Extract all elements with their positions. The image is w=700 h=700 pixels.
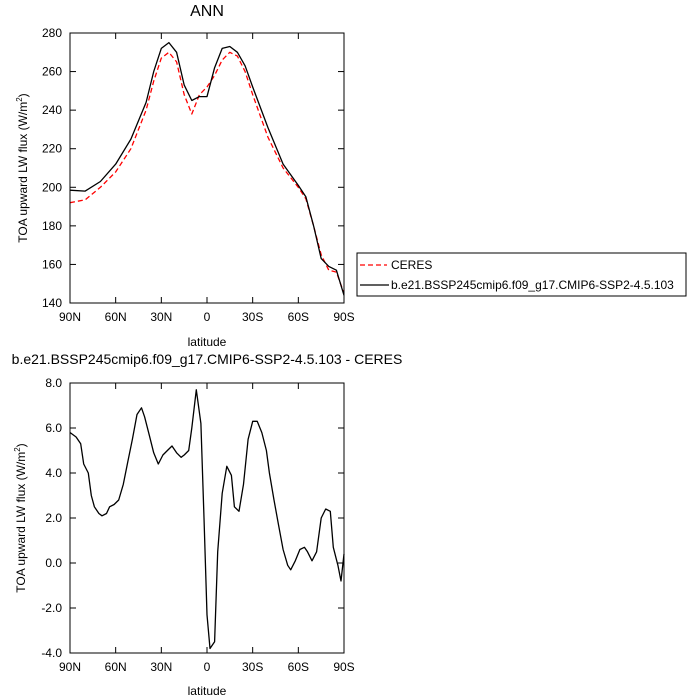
bottom-y-tick-label: -2.0 (41, 601, 62, 615)
bottom-panel-title: b.e21.BSSP245cmip6.f09_g17.CMIP6-SSP2-4.… (12, 351, 403, 367)
top-panel-title: ANN (190, 3, 224, 20)
bottom-x-tick-label: 60S (288, 660, 309, 674)
legend-label-ceres: CERES (391, 258, 432, 272)
bottom-panel: b.e21.BSSP245cmip6.f09_g17.CMIP6-SSP2-4.… (12, 351, 403, 698)
bottom-x-tick-label: 30S (242, 660, 263, 674)
bottom-x-tick-label: 90N (59, 660, 81, 674)
top-series-line-1 (69, 41, 345, 296)
bottom-x-tick-label: 30N (150, 660, 172, 674)
legend-box (356, 252, 687, 297)
top-y-tick-label: 180 (42, 219, 62, 233)
top-x-tick-label: 90N (59, 310, 81, 324)
bottom-y-tick-label: 6.0 (45, 421, 62, 435)
legend-label-model: b.e21.BSSP245cmip6.f09_g17.CMIP6-SSP2-4.… (391, 278, 674, 292)
bottom-x-tick-label: 90S (333, 660, 354, 674)
bottom-x-axis-label: latitude (188, 684, 227, 698)
top-y-axis-label: TOA upward LW flux (W/m2) (15, 93, 30, 242)
top-y-tick-label: 280 (42, 26, 62, 40)
bottom-y-tick-label: 8.0 (45, 376, 62, 390)
legend: CERES b.e21.BSSP245cmip6.f09_g17.CMIP6-S… (356, 252, 687, 297)
top-x-tick-label: 30S (242, 310, 263, 324)
top-x-tick-label: 60N (105, 310, 127, 324)
top-plot-area: 90N 60N 30N 0 30S 60S 90S 140 160 180 200 220 240 260… (42, 26, 355, 324)
top-x-tick-label: 60S (288, 310, 309, 324)
bottom-y-tick-label: 0.0 (45, 556, 62, 570)
top-x-tick-label: 0 (204, 310, 211, 324)
top-y-tick-label: 260 (42, 65, 62, 79)
top-x-axis-label: latitude (188, 335, 227, 349)
top-y-tick-label: 160 (42, 257, 62, 271)
bottom-y-tick-label: 2.0 (45, 511, 62, 525)
bottom-plot-area: 90N 60N 30N 0 30S 60S 90S -4.0 -2.0 0.0 2.0 4.0 6.0 8… (41, 376, 354, 674)
bottom-series-line-0 (69, 389, 345, 650)
top-series-line-0 (69, 51, 345, 294)
bottom-plot-frame (69, 382, 345, 654)
top-plot-frame (69, 32, 345, 304)
bottom-y-tick-label: 4.0 (45, 466, 62, 480)
bottom-x-tick-label: 60N (105, 660, 127, 674)
top-y-tick-label: 240 (42, 103, 62, 117)
bottom-y-tick-label: -4.0 (41, 646, 62, 660)
bottom-y-axis-label: TOA upward LW flux (W/m2) (13, 443, 28, 592)
top-y-tick-label: 140 (42, 296, 62, 310)
top-x-tick-label: 90S (333, 310, 354, 324)
top-y-tick-label: 220 (42, 142, 62, 156)
top-panel: ANN 90N 60N 30N 0 30S 60S 90S 140 160 180 200 220 24… (15, 3, 355, 349)
top-y-tick-label: 200 (42, 180, 62, 194)
bottom-x-tick-label: 0 (204, 660, 211, 674)
top-x-tick-label: 30N (150, 310, 172, 324)
